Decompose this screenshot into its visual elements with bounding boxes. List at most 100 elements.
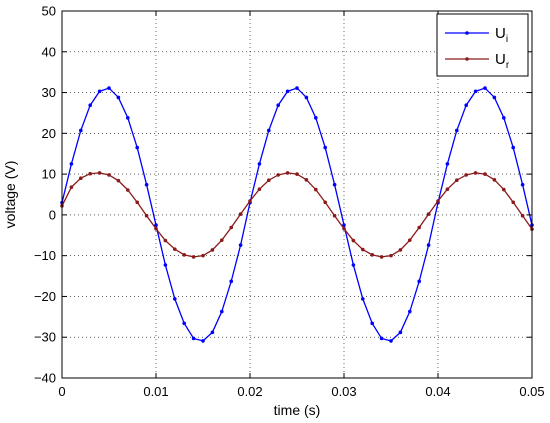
data-point-r [370, 253, 375, 257]
x-tick-label: 0.01 [143, 384, 168, 399]
data-point-i [502, 116, 506, 120]
axis-ticks [61, 10, 533, 379]
x-tick-label: 0.05 [519, 384, 544, 399]
y-tick-label: −20 [34, 289, 56, 304]
data-point-r [107, 173, 111, 177]
data-point-i [116, 95, 121, 100]
data-point-r [238, 212, 243, 216]
data-point-i [473, 89, 478, 94]
data-point-i [417, 279, 422, 284]
data-point-r [492, 178, 497, 182]
data-point-i [379, 336, 384, 341]
data-point-r [88, 171, 92, 176]
data-point-i [464, 103, 469, 107]
data-point-r [295, 172, 299, 176]
x-tick-label: 0 [58, 384, 65, 399]
data-point-r [248, 199, 252, 203]
legend-label-i: Ui [495, 25, 508, 45]
data-point-i [79, 128, 83, 133]
data-point-r [126, 188, 130, 192]
x-tick-label: 0.04 [425, 384, 450, 399]
data-point-r [342, 226, 346, 231]
data-point-i [267, 128, 271, 133]
data-point-r [502, 187, 506, 192]
data-point-r [267, 178, 271, 183]
x-tick-label: 0.03 [331, 384, 356, 399]
x-tick-label: 0.02 [237, 384, 262, 399]
data-point-i [332, 182, 337, 187]
data-point-i [342, 223, 346, 227]
data-point-r [455, 178, 459, 183]
data-point-i [370, 321, 375, 326]
data-point-r [144, 213, 149, 218]
data-point-r [361, 247, 365, 252]
data-point-i [210, 330, 215, 335]
data-point-r [426, 212, 431, 216]
y-tick-label: 40 [42, 44, 56, 59]
y-tick-label: 10 [42, 167, 56, 182]
data-point-i [492, 95, 497, 100]
y-tick-label: 20 [42, 126, 56, 141]
data-point-r [323, 200, 328, 205]
data-point-r [351, 238, 356, 243]
data-point-r [304, 178, 309, 182]
data-point-i [126, 116, 130, 120]
data-point-r [229, 225, 233, 230]
data-point-r [483, 172, 487, 176]
data-point-i [295, 86, 299, 90]
data-point-i [483, 86, 487, 90]
data-point-r [163, 238, 168, 243]
data-point-r [314, 187, 318, 192]
data-point-r [520, 213, 525, 218]
data-point-r [379, 255, 384, 259]
data-point-r [191, 255, 196, 259]
data-point-r [154, 226, 158, 231]
data-point-i [97, 89, 102, 94]
data-point-i [220, 309, 224, 314]
data-point-r [417, 225, 422, 230]
data-point-i [398, 330, 403, 335]
data-point-r [389, 253, 393, 258]
data-point-i [445, 162, 450, 166]
data-point-r [135, 200, 139, 205]
legend-box [436, 13, 529, 77]
data-point-r [97, 171, 102, 175]
data-point-r [201, 253, 205, 258]
data-point-i [257, 162, 262, 166]
data-point-r [511, 200, 515, 205]
data-point-i [229, 279, 233, 284]
data-point-r [79, 176, 83, 180]
data-point-i [323, 145, 328, 150]
y-axis-label: voltage (V) [2, 161, 18, 229]
data-point-i [182, 321, 186, 326]
data-point-i [69, 162, 74, 166]
data-point-r [173, 247, 177, 251]
data-point-r [182, 253, 186, 257]
data-point-i [455, 128, 459, 133]
data-point-i [144, 182, 149, 187]
data-point-i [511, 145, 515, 150]
data-point-i [107, 86, 111, 90]
data-point-i [135, 145, 139, 150]
plot-area [60, 86, 534, 343]
data-point-i [163, 263, 168, 267]
y-tick-label: 0 [49, 207, 56, 222]
data-point-r [116, 178, 121, 183]
y-tick-label: −10 [34, 248, 56, 263]
data-point-i [304, 95, 309, 100]
x-axis-label: time (s) [274, 402, 321, 418]
data-point-r [210, 248, 215, 252]
data-point-r [220, 238, 224, 242]
data-point-i [361, 297, 365, 301]
data-point-i [285, 89, 290, 94]
data-point-i [201, 339, 205, 343]
data-point-i [314, 116, 318, 120]
data-point-r [408, 238, 412, 242]
data-point-i [408, 309, 412, 314]
y-tick-label: 50 [42, 4, 56, 19]
data-point-r [69, 185, 74, 189]
data-point-r [473, 171, 478, 175]
data-point-i [426, 243, 431, 247]
data-point-i [238, 243, 243, 247]
